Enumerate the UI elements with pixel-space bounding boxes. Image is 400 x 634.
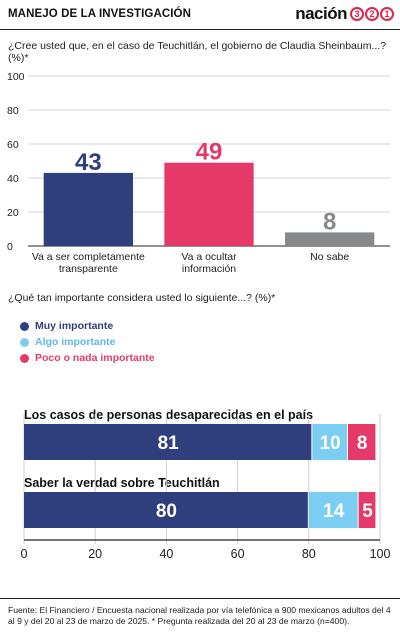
bar-value-label: 49 (196, 139, 223, 166)
bar-segment (312, 424, 347, 460)
x-category-label: Va a ocultar (181, 251, 237, 263)
x-tick-label: 20 (88, 547, 102, 561)
vertical-bar-chart: 0 20 40 60 80 100 43 Va a ser completamentetran… (7, 71, 390, 275)
brand-digit: 3 (350, 7, 364, 21)
source-note: Fuente: El Financiero / Encuesta naciona… (8, 605, 391, 626)
page-title: MANEJO DE LA INVESTIGACIÓN (8, 8, 191, 20)
y-tick-label: 0 (7, 241, 13, 253)
legend-label: Muy importante (35, 320, 114, 332)
x-tick-label: 40 (159, 547, 173, 561)
x-category-label: transparente (59, 263, 118, 275)
y-tick-label: 20 (7, 207, 19, 219)
divider (0, 598, 400, 599)
legend-item: Algo importante (20, 334, 155, 350)
question-1: ¿Cree usted que, en el caso de Teuchitlá… (8, 40, 387, 64)
x-category-label: No sabe (310, 251, 349, 263)
x-tick-label: 60 (231, 547, 245, 561)
bar (164, 162, 254, 246)
segment-value-label: 10 (320, 433, 341, 454)
hbar-category-label: Los casos de personas desaparecidas en e… (24, 408, 314, 422)
x-category-label: Va a ser completamente (32, 251, 145, 263)
x-category-label: información (182, 263, 236, 275)
legend-label: Poco o nada importante (35, 352, 155, 364)
legend-swatch (20, 337, 29, 347)
y-tick-label: 80 (7, 105, 19, 117)
bar-segment (24, 492, 308, 528)
segment-value-label: 8 (357, 433, 368, 454)
x-tick-label: 80 (302, 547, 316, 561)
segment-value-label: 81 (158, 433, 180, 454)
brand-word: nación (295, 4, 347, 23)
legend-item: Muy importante (20, 318, 155, 334)
segment-value-label: 80 (156, 501, 177, 522)
brand-logo: nación 3 2 1 (295, 4, 394, 24)
legend-item: Poco o nada importante (20, 350, 155, 366)
x-tick-label: 0 (21, 547, 28, 561)
bar-segment (358, 492, 376, 528)
header: MANEJO DE LA INVESTIGACIÓN nación 3 2 1 (0, 0, 400, 30)
segment-value-label: 14 (323, 501, 345, 522)
segment-value-label: 5 (362, 501, 373, 522)
bar-segment (308, 492, 358, 528)
question-2: ¿Qué tan importante considera usted lo s… (8, 292, 276, 304)
brand-digits: 3 2 1 (349, 7, 394, 21)
bar-value-label: 8 (323, 208, 336, 235)
y-tick-label: 40 (7, 173, 19, 185)
bar-segment (347, 424, 376, 460)
brand-digit: 1 (380, 7, 394, 21)
bar-value-label: 43 (75, 149, 102, 176)
y-tick-label: 100 (7, 71, 25, 83)
stacked-horizontal-bar-chart: 0 20 40 60 80 100 81 10 8 80 14 5 (21, 414, 391, 561)
bar (285, 232, 375, 246)
bar-segment (24, 424, 312, 460)
legend-swatch (20, 353, 29, 363)
brand-digit: 2 (365, 7, 379, 21)
legend: Muy importante Algo importante Poco o na… (20, 318, 155, 366)
y-tick-label: 60 (7, 139, 19, 151)
legend-swatch (20, 321, 29, 331)
legend-label: Algo importante (35, 336, 116, 348)
bar (43, 172, 133, 246)
hbar-category-label: Saber la verdad sobre Teuchitlán (24, 476, 220, 490)
x-tick-label: 100 (370, 547, 391, 561)
